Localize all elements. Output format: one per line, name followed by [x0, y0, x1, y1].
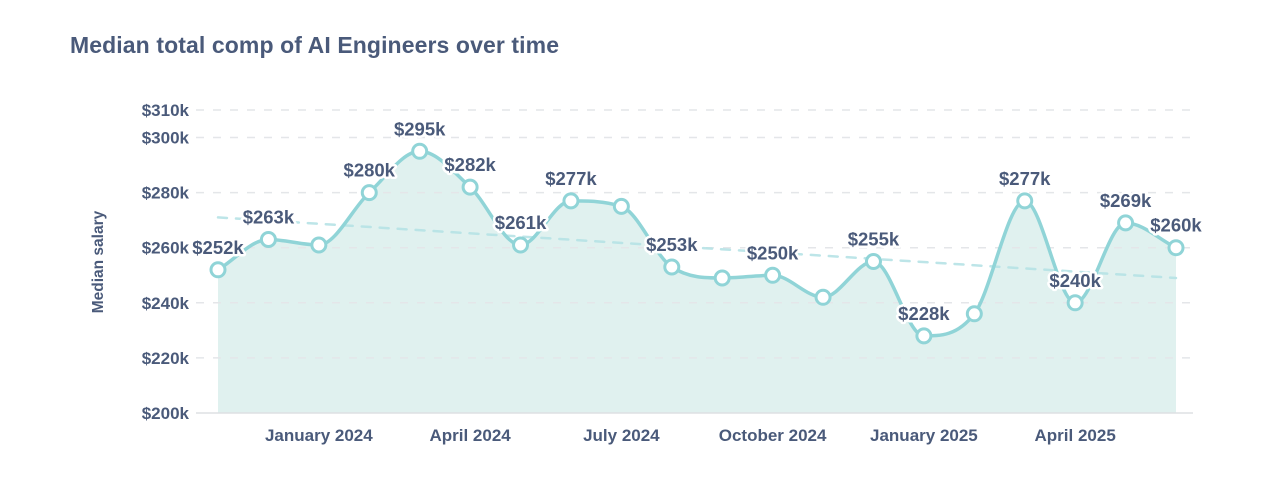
data-point-marker [1016, 192, 1034, 210]
data-point-label: $277k [999, 168, 1051, 189]
y-axis-title: Median salary [90, 210, 107, 313]
y-tick-label: $220k [142, 349, 190, 368]
y-tick-label: $260k [142, 239, 190, 258]
data-point-marker [1167, 239, 1185, 257]
data-point-label: $263k [243, 207, 295, 228]
data-point-marker [1117, 214, 1135, 232]
y-tick-label: $300k [142, 129, 190, 148]
y-tick-label: $310k [142, 101, 190, 120]
data-point-label: $261k [495, 212, 547, 233]
data-point-marker [209, 261, 227, 279]
data-point-label: $260k [1150, 215, 1202, 236]
x-tick-label: October 2024 [719, 426, 827, 445]
data-point-marker [612, 197, 630, 215]
data-point-marker [764, 266, 782, 284]
y-tick-label: $200k [142, 404, 190, 423]
data-point-label: $228k [898, 303, 950, 324]
data-point-marker [512, 236, 530, 254]
chart-title: Median total comp of AI Engineers over t… [70, 32, 560, 58]
data-point-label: $250k [747, 242, 799, 263]
data-point-marker [663, 258, 681, 276]
series-area-fill [218, 151, 1176, 414]
y-tick-label: $280k [142, 184, 190, 203]
data-point-marker [360, 184, 378, 202]
data-point-marker [915, 327, 933, 345]
data-point-marker [965, 305, 983, 323]
data-point-label: $277k [545, 168, 597, 189]
data-point-marker [411, 142, 429, 160]
data-point-label: $282k [444, 154, 496, 175]
data-point-marker [1066, 294, 1084, 312]
data-point-label: $240k [1049, 270, 1101, 291]
data-point-marker [864, 253, 882, 270]
data-point-label: $269k [1100, 190, 1152, 211]
data-point-label: $255k [848, 229, 900, 250]
x-tick-label: January 2025 [870, 426, 978, 445]
data-point-marker [713, 269, 731, 287]
data-point-marker [814, 288, 832, 306]
trend-line [216, 216, 1178, 280]
x-tick-label: January 2024 [265, 426, 373, 445]
data-point-marker [562, 192, 580, 210]
data-point-label: $280k [344, 160, 396, 181]
data-point-label: $252k [192, 237, 244, 258]
data-point-label: $253k [646, 234, 698, 255]
data-point-marker [259, 231, 277, 248]
data-point-marker [461, 178, 479, 196]
data-point-label: $295k [394, 118, 446, 139]
data-point-marker [310, 236, 328, 254]
x-tick-label: April 2025 [1035, 426, 1116, 445]
x-tick-label: July 2024 [583, 426, 660, 445]
y-tick-label: $240k [142, 294, 190, 313]
x-tick-label: April 2024 [429, 426, 511, 445]
